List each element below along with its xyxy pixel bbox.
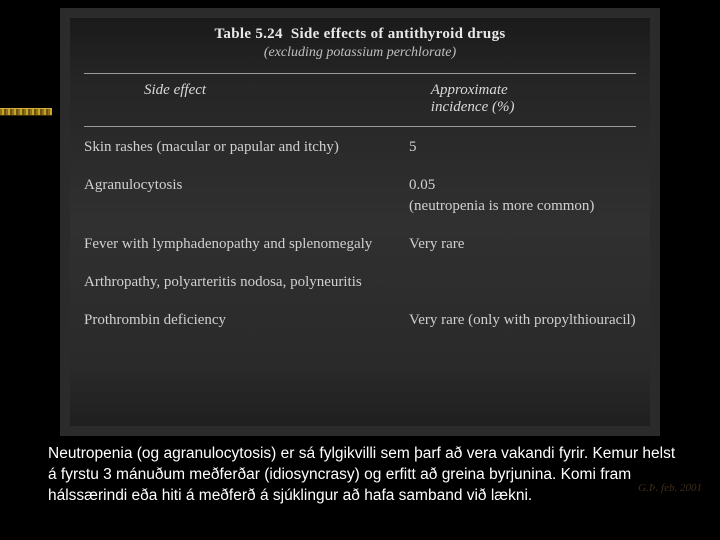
scan-content: Table 5.24 Side effects of antithyroid d…	[70, 18, 650, 426]
table-row: Agranulocytosis 0.05(neutropenia is more…	[70, 167, 650, 226]
scanned-table-image: Table 5.24 Side effects of antithyroid d…	[60, 8, 660, 436]
header-side-effect: Side effect	[84, 82, 411, 116]
header-incidence: Approximate incidence (%)	[411, 82, 636, 116]
table-row: Arthropathy, polyarteritis nodosa, polyn…	[70, 264, 650, 302]
slide-accent-bar	[0, 108, 52, 116]
table-row: Fever with lymphadenopathy and splenomeg…	[70, 226, 650, 264]
cell-incidence	[389, 272, 636, 292]
caption-text: Neutropenia (og agranulocytosis) er sá f…	[48, 444, 688, 507]
cell-effect: Prothrombin deficiency	[84, 310, 389, 330]
table-title: Table 5.24 Side effects of antithyroid d…	[70, 18, 650, 45]
table-row: Skin rashes (macular or papular and itch…	[70, 129, 650, 167]
cell-effect: Fever with lymphadenopathy and splenomeg…	[84, 234, 389, 254]
cell-incidence: Very rare	[389, 234, 636, 254]
table-number: Table 5.24	[214, 26, 282, 42]
cell-effect: Arthropathy, polyarteritis nodosa, polyn…	[84, 272, 389, 292]
table-subtitle: (excluding potassium perchlorate)	[70, 45, 650, 71]
cell-incidence: Very rare (only with propylthiouracil)	[389, 310, 636, 330]
table-rule-top	[84, 73, 636, 74]
cell-incidence: 0.05(neutropenia is more common)	[389, 175, 636, 216]
cell-effect: Skin rashes (macular or papular and itch…	[84, 137, 389, 157]
watermark-text: G.Þ. feb. 2001	[638, 482, 702, 494]
cell-incidence: 5	[389, 137, 636, 157]
table-row: Prothrombin deficiency Very rare (only w…	[70, 302, 650, 340]
table-title-text: Side effects of antithyroid drugs	[291, 26, 506, 42]
table-header-row: Side effect Approximate incidence (%)	[70, 76, 650, 124]
table-rule-mid	[84, 126, 636, 127]
cell-effect: Agranulocytosis	[84, 175, 389, 216]
